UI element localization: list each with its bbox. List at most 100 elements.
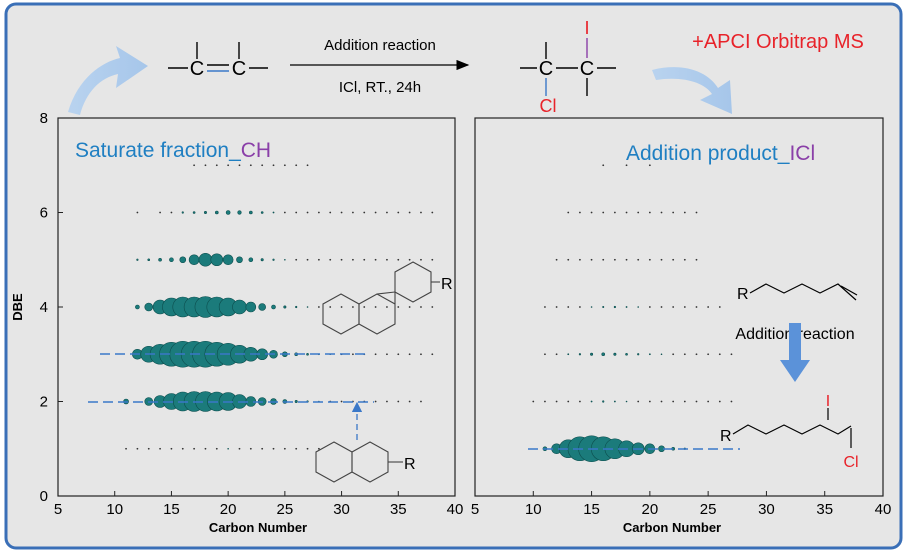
bubble-point [136,447,139,450]
bubble-point [245,301,257,313]
bubble-point [555,353,558,356]
bubble-point [397,306,400,308]
x-tick-label: 40 [447,501,464,518]
bubble-point [272,164,275,167]
bubble-point [590,211,593,214]
bubble-point [602,164,605,167]
left-ylabel: DBE [10,293,25,321]
bubble-point [637,306,640,308]
product-r-label: R [720,428,732,445]
bubble-point [695,211,698,214]
bubble-point [420,258,422,261]
bubble-point [672,400,675,403]
bubble-point [648,164,651,167]
bubble-point [683,306,686,308]
bubble-point [648,211,651,214]
bubble-point [567,353,570,356]
bubble-point [272,258,275,261]
bubble-point [236,256,243,264]
x-tick-label: 15 [583,501,600,518]
y-tick-label: 2 [40,394,48,411]
bubble-point [730,353,733,356]
alkene-r-label: R [737,286,749,303]
left-plot-area [57,117,456,497]
bubble-point [386,400,388,403]
bubble-point [601,352,606,357]
bubble-point [648,258,651,261]
bubble-point [431,211,434,214]
bubble-point [590,400,593,403]
x-tick-label: 30 [333,501,350,518]
x-tick-label: 25 [277,501,294,518]
bubble-point [567,258,570,261]
bubble-point [283,447,286,450]
bubble-point [660,211,663,214]
y-tick-label: 0 [40,488,48,505]
tricyclic-r-label: R [441,276,453,293]
x-tick-label: 15 [163,501,180,518]
bubble-point [590,352,594,356]
bubble-point [613,211,616,214]
bubble-point [317,306,320,308]
bubble-point [602,400,605,403]
bubble-point [590,306,593,308]
bubble-point [215,210,219,215]
bubble-point [295,211,298,214]
bubble-point [374,211,377,214]
bubble-point [695,353,698,356]
bubble-point [144,302,154,312]
bubble-point [306,164,309,167]
bubble-point [227,164,230,167]
bubble-point [261,164,264,167]
bubble-point [578,353,582,356]
bubble-point [625,400,628,403]
bubble-point [181,447,184,450]
bubble-point [579,258,581,261]
bubble-point [210,253,224,267]
bubble-point [306,258,309,261]
bubble-point [135,304,140,310]
bubble-point [672,211,675,214]
bubble-point [408,353,411,356]
bubble-point [374,353,377,356]
bubble-point [567,400,570,403]
bubble-point [329,306,332,308]
bubble-point [397,258,400,261]
bubble-point [193,447,196,450]
bubble-point [555,258,558,261]
bubble-point [215,164,218,167]
bubble-point [602,258,605,261]
bubble-point [718,306,721,308]
bubble-point [283,164,286,167]
bubble-point [295,305,298,309]
down-arrow-icon [780,323,810,382]
bubble-point [215,447,218,450]
bubble-point [306,306,309,308]
bubble-point [544,353,546,356]
right-xlabel: Carbon Number [623,520,721,535]
alkene-double-bond [840,285,858,296]
bubble-point [672,353,675,356]
product-iodine: I [584,18,589,38]
bubble-point [613,400,616,403]
bubble-point [237,210,242,215]
bubble-point [317,211,320,214]
bubble-point [317,447,320,450]
bubble-point [306,211,309,214]
bicyclic-r-label: R [404,456,416,473]
left-panel-title: Saturate fraction_CH [75,139,271,162]
bubble-point [283,305,287,309]
bubble-point [683,353,686,356]
bubble-point [261,447,264,450]
bubble-point [579,211,581,214]
bubble-point [258,303,266,311]
reaction-label: Addition reaction [324,37,436,54]
bubble-point [625,306,628,308]
bubble-point [271,304,276,310]
bubble-point [683,400,686,403]
bubble-point [408,211,411,214]
bubble-point [159,447,161,450]
bubble-point [431,258,434,261]
